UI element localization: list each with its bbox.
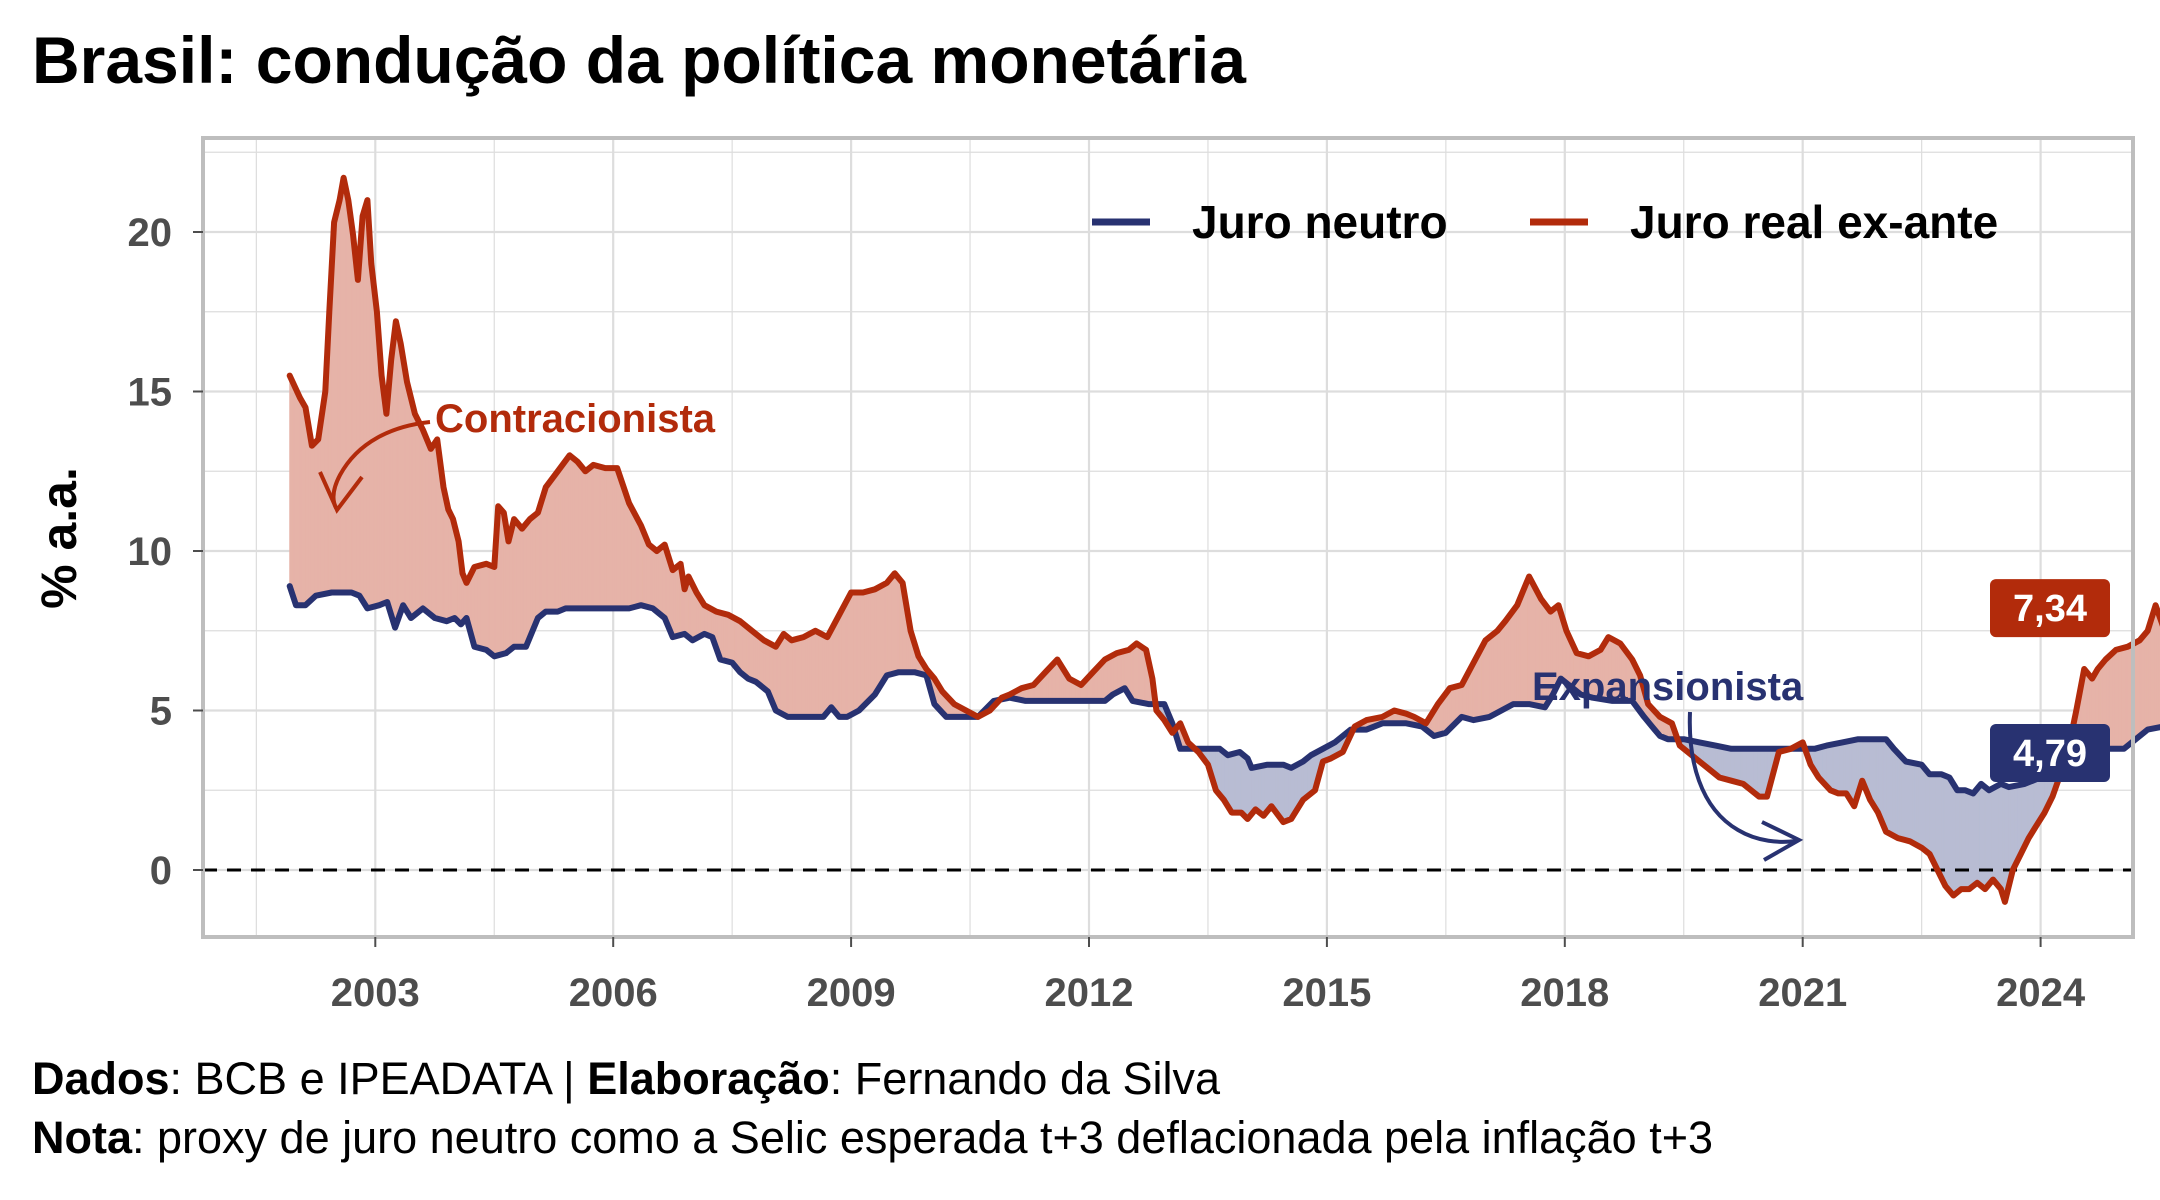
annotation-contracionista-label: Contracionista [435,397,716,441]
x-tick-label: 2018 [1520,971,1609,1015]
caption-line1-segment-3: : Fernando da Silva [829,1053,1221,1104]
caption-line1-segment-0: Dados [32,1053,170,1104]
area-fills [289,177,2160,900]
caption-line2-segment-1: : proxy de juro neutro como a Selic espe… [132,1112,1714,1163]
legend-label-juro-real: Juro real ex-ante [1630,196,1998,248]
x-tick-label: 2012 [1045,971,1134,1015]
end-value-label-juro-neutro: 4,79 [1990,723,2110,782]
y-axis-ticks: 0 5 10 15 20 [128,211,203,893]
end-value-badge-juro-neutro [1990,723,2110,782]
y-tick-label: 5 [150,690,172,734]
caption-line2-segment-0: Nota [32,1112,132,1163]
annotation-expansionista-label: Expansionista [1532,665,1804,709]
x-tick-label: 2009 [807,971,896,1015]
x-tick-label: 2006 [569,971,658,1015]
line-juro-real [286,174,2160,905]
end-value-text-juro-neutro: 4,79 [2013,733,2087,775]
annotation-expansionista: Expansionista [1532,665,1804,862]
caption-line1-segment-2: Elaboração [587,1053,830,1104]
line-juro-neutro [286,583,2160,797]
caption-line1-segment-1: : BCB e IPEADATA | [169,1053,588,1104]
y-tick-label: 15 [128,371,173,415]
grid-minor [203,138,2133,937]
caption-note: Nota: proxy de juro neutro como a Selic … [32,1112,1713,1164]
x-axis-ticks: 2003 2006 2009 2012 2015 2018 2021 2024 [331,937,2086,1015]
caption-sources: Dados: BCB e IPEADATA | Elaboração: Fern… [32,1053,1220,1105]
y-tick-label: 10 [128,530,173,574]
end-value-label-juro-real: 7,34 [1990,579,2110,638]
end-value-text-juro-real: 7,34 [2013,588,2087,630]
series-lines [286,174,2160,905]
x-tick-label: 2021 [1758,971,1847,1015]
legend-label-juro-neutro: Juro neutro [1192,196,1448,248]
annotation-contracionista-arrowhead [318,471,364,514]
panel-border [201,136,2135,939]
y-tick-label: 0 [150,849,172,893]
y-tick-label: 20 [128,211,173,255]
annotation-expansionista-arrowhead [1761,820,1804,862]
x-tick-label: 2003 [331,971,420,1015]
chart-title: Brasil: condução da política monetária [32,23,1246,97]
x-tick-label: 2015 [1282,971,1371,1015]
legend: Juro neutro Juro real ex-ante [1092,196,1998,248]
grid-major [203,138,2133,937]
x-tick-label: 2024 [1996,971,2086,1015]
end-value-badge-juro-real [1990,579,2110,638]
annotation-contracionista: Contracionista [318,397,716,514]
y-axis-label: % a.a. [31,467,87,609]
annotation-expansionista-arrow [1687,711,1797,844]
